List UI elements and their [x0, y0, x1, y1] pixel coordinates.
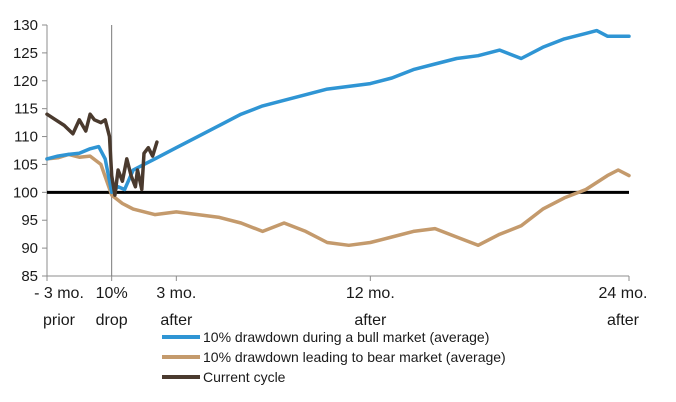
y-tick-label: 95	[21, 212, 38, 229]
series-line-2	[45, 112, 159, 197]
x-tick-label: after	[607, 312, 640, 329]
legend: 10% drawdown during a bull market (avera…	[162, 329, 506, 385]
x-tick-label: 12 mo.	[346, 285, 395, 302]
y-tick-label: 105	[13, 156, 38, 173]
x-tick-label: - 3 mo.	[34, 285, 84, 302]
y-tick-label: 110	[14, 129, 38, 146]
legend-label: 10% drawdown leading to bear market (ave…	[203, 349, 506, 365]
x-tick-label: after	[354, 312, 387, 329]
y-tick-labels: 85 90 95 100 105 110 115 120 125 130	[13, 17, 38, 285]
y-tick-label: 115	[14, 101, 38, 118]
y-tick-label: 120	[13, 73, 38, 90]
y-tick-label: 130	[13, 17, 38, 34]
reference-lines	[47, 25, 629, 276]
x-tick-label: prior	[43, 312, 76, 329]
x-tick-labels: - 3 mo. prior 10% drop 3 mo. after 12 mo. after…	[34, 285, 647, 329]
legend-label: 10% drawdown during a bull market (avera…	[203, 329, 489, 345]
y-tick-label: 85	[21, 268, 38, 285]
x-tick-label: after	[160, 312, 193, 329]
x-tick-label: 10%	[96, 285, 128, 302]
series-line-1	[45, 152, 631, 248]
x-tick-label: drop	[96, 312, 128, 329]
x-tick-label: 24 mo.	[599, 285, 648, 302]
series-lines	[45, 28, 631, 248]
y-tick-label: 90	[21, 240, 38, 257]
x-tick-label: 3 mo.	[156, 285, 196, 302]
series-line-0	[45, 28, 631, 195]
chart-axes	[42, 24, 630, 281]
legend-label: Current cycle	[203, 369, 286, 385]
y-tick-label: 125	[13, 45, 38, 62]
y-tick-label: 100	[13, 184, 38, 201]
